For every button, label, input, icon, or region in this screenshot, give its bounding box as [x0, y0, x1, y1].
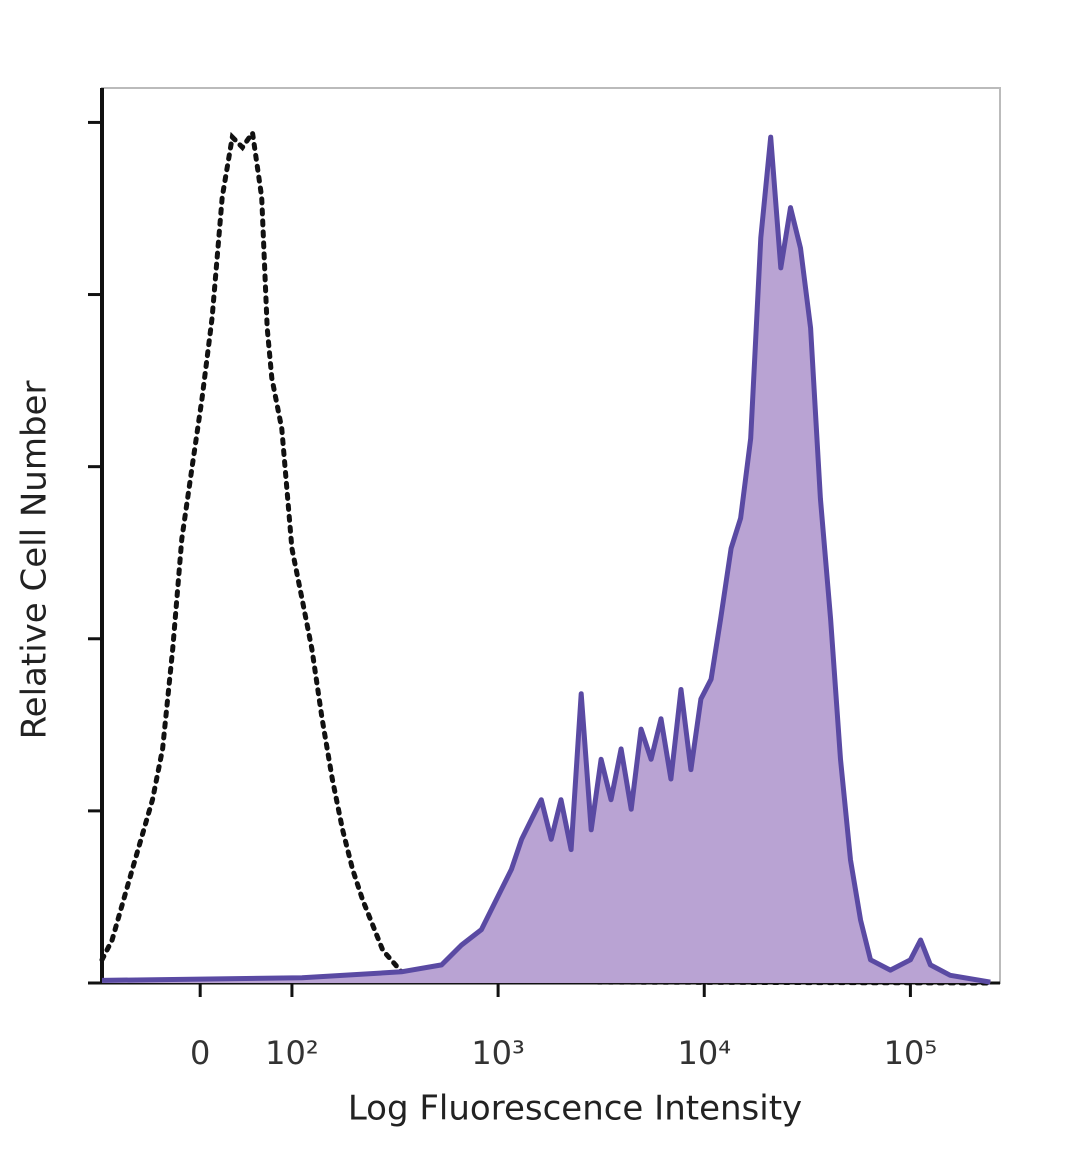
- x-tick-label: 10²: [265, 1034, 319, 1072]
- x-tick-label: 10³: [471, 1034, 525, 1072]
- x-axis-label: Log Fluorescence Intensity: [348, 1089, 802, 1129]
- y-axis-label: Relative Cell Number: [15, 381, 55, 740]
- histogram-fill: [102, 137, 991, 984]
- histogram-line: [99, 126, 993, 986]
- x-tick-label: 10⁴: [677, 1034, 731, 1072]
- x-tick-label: 0: [190, 1034, 210, 1072]
- histogram-line: [101, 134, 991, 985]
- x-tick-label: 10⁵: [884, 1034, 938, 1072]
